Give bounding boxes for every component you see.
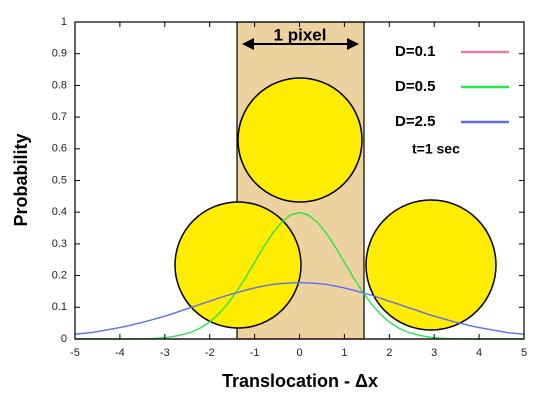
x-tick-label: 2 [386, 347, 392, 359]
x-tick-label: -1 [250, 347, 260, 359]
y-tick-label: 0.4 [52, 206, 67, 218]
x-tick-label: -4 [115, 347, 125, 359]
data-line [74, 281, 525, 335]
y-tick-label: 0 [61, 333, 67, 345]
pixel-circle [174, 201, 302, 329]
annotation: t=1 sec [412, 141, 460, 157]
x-tick-label: -3 [160, 347, 170, 359]
y-axis-label: Probability [11, 133, 31, 226]
legend-label: D=0.5 [395, 78, 435, 95]
x-tick-label: -5 [70, 347, 80, 359]
pixel-label: 1 pixel [274, 25, 327, 44]
pixel-circle [237, 77, 363, 203]
x-tick-label: -2 [205, 347, 215, 359]
legend-label: D=0.1 [395, 43, 435, 60]
y-tick-label: 0.6 [52, 143, 67, 155]
y-tick-label: 0.2 [52, 270, 67, 282]
arrow-heads [242, 38, 359, 50]
legend-label: D=2.5 [395, 113, 435, 130]
x-tick-label: 4 [476, 347, 482, 359]
y-tick-label: 1 [61, 16, 67, 28]
y-tick-label: 0.9 [52, 48, 67, 60]
x-tick-label: 0 [296, 347, 302, 359]
y-tick-label: 0.3 [52, 238, 67, 250]
y-tick-label: 0.5 [52, 174, 67, 186]
y-tick-label: 0.1 [52, 301, 67, 313]
x-axis-label: Translocation - Δx [222, 371, 378, 391]
x-tick-label: 1 [341, 347, 347, 359]
x-tick-label: 3 [431, 347, 437, 359]
y-tick-label: 0.8 [52, 79, 67, 91]
pixel-circle [365, 199, 497, 331]
y-tick-label: 0.7 [52, 111, 67, 123]
x-tick-label: 5 [521, 347, 527, 359]
